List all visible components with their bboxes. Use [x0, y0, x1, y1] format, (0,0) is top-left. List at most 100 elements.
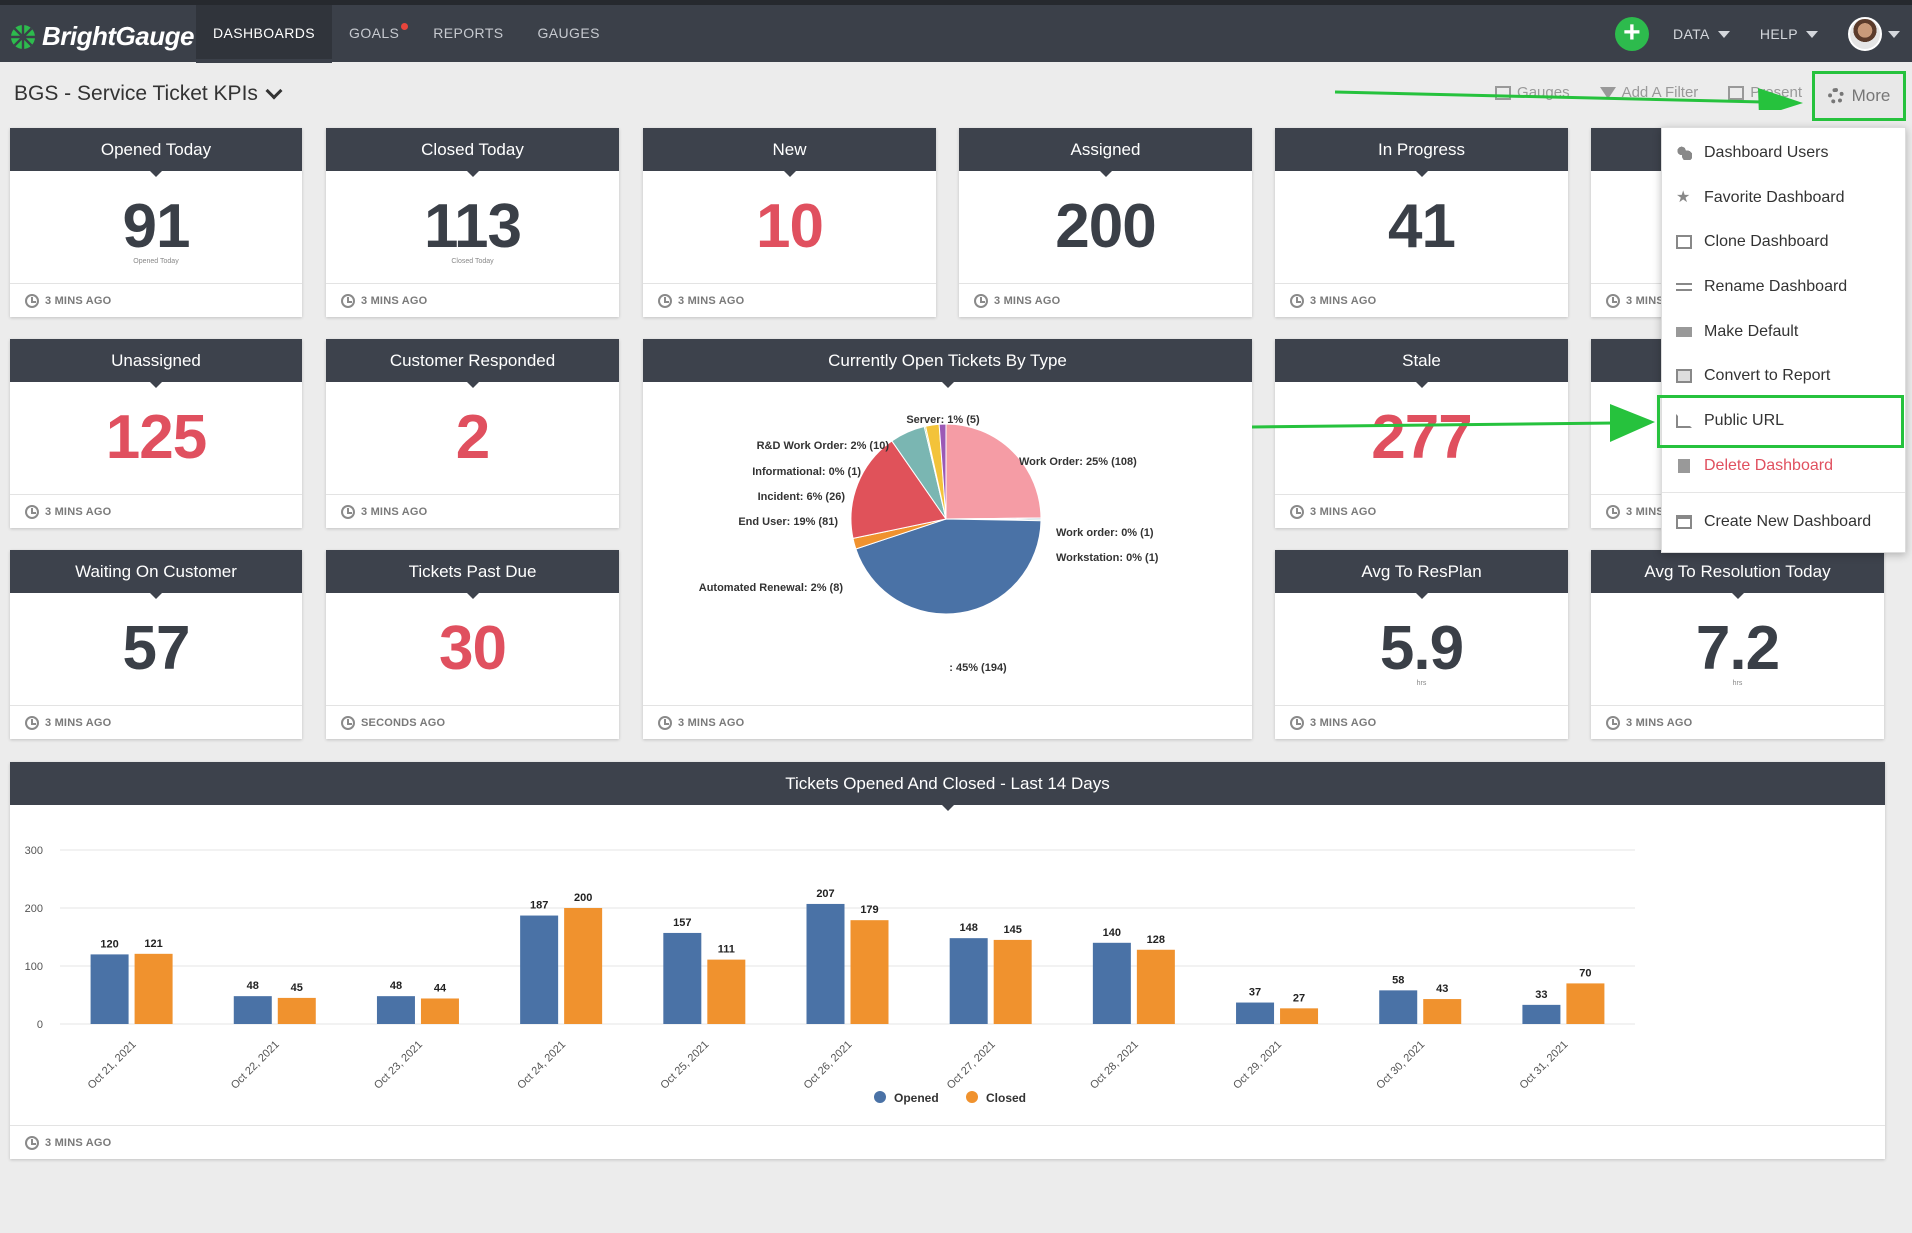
- last-updated: 3 MINS AGO: [678, 716, 745, 729]
- bar-closed[interactable]: [993, 939, 1032, 1024]
- menu-create-new-dashboard[interactable]: Create New Dashboard: [1662, 502, 1905, 542]
- bar-opened[interactable]: [1379, 990, 1418, 1024]
- bar-closed[interactable]: [1136, 949, 1175, 1024]
- pie-chart: Work Order: 25% (108) Work order: 0% (1) W…: [699, 414, 1159, 674]
- card-assigned[interactable]: Assigned 200 3 MINS AGO: [959, 128, 1252, 317]
- dashboard-title: BGS - Service Ticket KPIs: [14, 82, 258, 105]
- card-title: Waiting On Customer: [10, 550, 302, 599]
- card-footer: 3 MINS AGO: [1275, 494, 1568, 528]
- bar-opened[interactable]: [1092, 942, 1131, 1024]
- card-open-tickets-by-type[interactable]: Currently Open Tickets By Type Work Orde…: [643, 339, 1252, 739]
- bar-closed[interactable]: [1280, 1008, 1319, 1024]
- card-closed-today[interactable]: Closed Today 113 Closed Today 3 MINS AGO: [326, 128, 619, 317]
- nav-dashboards[interactable]: DASHBOARDS: [196, 5, 333, 63]
- brightgauge-logo[interactable]: BrightGauge: [10, 21, 194, 52]
- help-menu[interactable]: HELP: [1760, 26, 1818, 42]
- card-new[interactable]: New 10 3 MINS AGO: [643, 128, 936, 317]
- pie-slice[interactable]: [945, 423, 1042, 520]
- chevron-down-icon: [1888, 30, 1900, 38]
- pie-slice-label: Automated Renewal: 2% (8): [699, 582, 844, 594]
- card-title: Stale: [1275, 339, 1568, 388]
- bar-closed[interactable]: [707, 959, 746, 1024]
- card-footer: 3 MINS AGO: [1275, 283, 1568, 317]
- menu-rename-dashboard[interactable]: Rename Dashboard: [1662, 267, 1905, 307]
- clock-icon: [25, 1135, 39, 1150]
- nav-reports[interactable]: REPORTS: [433, 25, 504, 41]
- bar-closed[interactable]: [564, 908, 603, 1024]
- card-customer-responded[interactable]: Customer Responded 2 3 MINS AGO: [326, 339, 619, 528]
- data-menu[interactable]: DATA: [1673, 26, 1730, 42]
- menu-make-default[interactable]: Make Default: [1662, 312, 1905, 352]
- x-tick-label: Oct 31, 2021: [1517, 1039, 1570, 1092]
- bar-value-label: 121: [144, 938, 162, 950]
- legend-swatch: [874, 1091, 886, 1103]
- menu-dashboard-users[interactable]: Dashboard Users: [1662, 133, 1905, 173]
- menu-convert-to-report[interactable]: Convert to Report: [1662, 356, 1905, 396]
- card-avg-to-resplan[interactable]: Avg To ResPlan 5.9 hrs 3 MINS AGO: [1275, 550, 1568, 739]
- last-updated: SECONDS AGO: [361, 716, 446, 729]
- pie-slice[interactable]: [850, 440, 947, 540]
- bar-value-label: 45: [291, 982, 303, 994]
- card-title: Closed Today: [326, 128, 619, 177]
- bar-value-label: 187: [530, 900, 548, 912]
- pie-slice-label: Incident: 6% (26): [758, 491, 846, 503]
- menu-delete-dashboard[interactable]: Delete Dashboard: [1662, 446, 1905, 486]
- add-button[interactable]: +: [1614, 17, 1649, 51]
- card-unassigned[interactable]: Unassigned 125 3 MINS AGO: [10, 339, 302, 528]
- bar-value-label: 33: [1535, 989, 1547, 1001]
- card-stale[interactable]: Stale 277 3 MINS AGO: [1275, 339, 1568, 528]
- card-opened-today[interactable]: Opened Today 91 Opened Today 3 MINS AGO: [10, 128, 302, 317]
- bar-opened[interactable]: [376, 996, 415, 1024]
- user-menu[interactable]: [1848, 17, 1900, 51]
- pie-slice-label: Work order: 0% (1): [1056, 527, 1154, 539]
- metric-value: 125: [105, 403, 207, 472]
- menu-public-url[interactable]: Public URL: [1662, 401, 1905, 441]
- bar-opened[interactable]: [1522, 1004, 1561, 1024]
- nav-goals[interactable]: GOALS: [332, 5, 416, 62]
- bar-closed[interactable]: [420, 998, 459, 1024]
- top-navbar: BrightGauge DASHBOARDS GOALS REPORTS GAU…: [0, 0, 1912, 63]
- card-avg-to-resolution[interactable]: Avg To Resolution Today 7.2 hrs 3 MINS A…: [1591, 550, 1884, 739]
- bar-opened[interactable]: [520, 915, 559, 1024]
- bar-closed[interactable]: [134, 953, 173, 1024]
- clock-icon: [25, 504, 39, 519]
- x-tick-label: Oct 30, 2021: [1374, 1039, 1427, 1092]
- last-updated: 3 MINS AGO: [45, 505, 112, 518]
- add-filter-button[interactable]: Add A Filter: [1599, 84, 1698, 101]
- bar-opened[interactable]: [233, 996, 272, 1024]
- menu-label: Make Default: [1704, 323, 1799, 340]
- legend-label[interactable]: Opened: [894, 1091, 939, 1105]
- bar-closed[interactable]: [277, 997, 316, 1024]
- card-tickets-past-due[interactable]: Tickets Past Due 30 SECONDS AGO: [326, 550, 619, 739]
- truck-icon: [1676, 327, 1692, 337]
- card-in-progress[interactable]: In Progress 41 3 MINS AGO: [1275, 128, 1568, 317]
- bar-closed[interactable]: [1566, 983, 1605, 1024]
- legend-label[interactable]: Closed: [986, 1091, 1026, 1105]
- pie-slice[interactable]: [855, 518, 1042, 615]
- bar-value-label: 157: [673, 917, 691, 929]
- last-updated: 3 MINS AGO: [994, 294, 1061, 307]
- card-title: In Progress: [1275, 128, 1568, 177]
- card-tickets-14-days[interactable]: Tickets Opened And Closed - Last 14 Days…: [10, 762, 1885, 1159]
- bar-closed[interactable]: [850, 920, 889, 1024]
- legend-swatch: [966, 1091, 978, 1103]
- nav-gauges[interactable]: GAUGES: [537, 25, 600, 41]
- bar-opened[interactable]: [663, 932, 702, 1024]
- y-tick-label: 300: [25, 845, 43, 857]
- more-button[interactable]: More: [1812, 71, 1906, 121]
- menu-favorite-dashboard[interactable]: ★ Favorite Dashboard: [1662, 178, 1905, 218]
- bar-opened[interactable]: [949, 938, 988, 1024]
- bar-value-label: 43: [1436, 983, 1448, 995]
- card-footer: SECONDS AGO: [326, 705, 619, 739]
- bar-opened[interactable]: [1236, 1002, 1275, 1024]
- bar-opened[interactable]: [90, 954, 129, 1024]
- dashboard-selector[interactable]: BGS - Service Ticket KPIs: [14, 82, 283, 106]
- menu-clone-dashboard[interactable]: Clone Dashboard: [1662, 222, 1905, 262]
- data-menu-label: DATA: [1672, 26, 1710, 42]
- card-waiting-on-customer[interactable]: Waiting On Customer 57 3 MINS AGO: [10, 550, 302, 739]
- bar-value-label: 70: [1579, 967, 1591, 979]
- clock-icon: [25, 715, 39, 730]
- bar-closed[interactable]: [1423, 999, 1462, 1024]
- pie-slice[interactable]: [938, 423, 947, 520]
- bar-opened[interactable]: [806, 903, 845, 1024]
